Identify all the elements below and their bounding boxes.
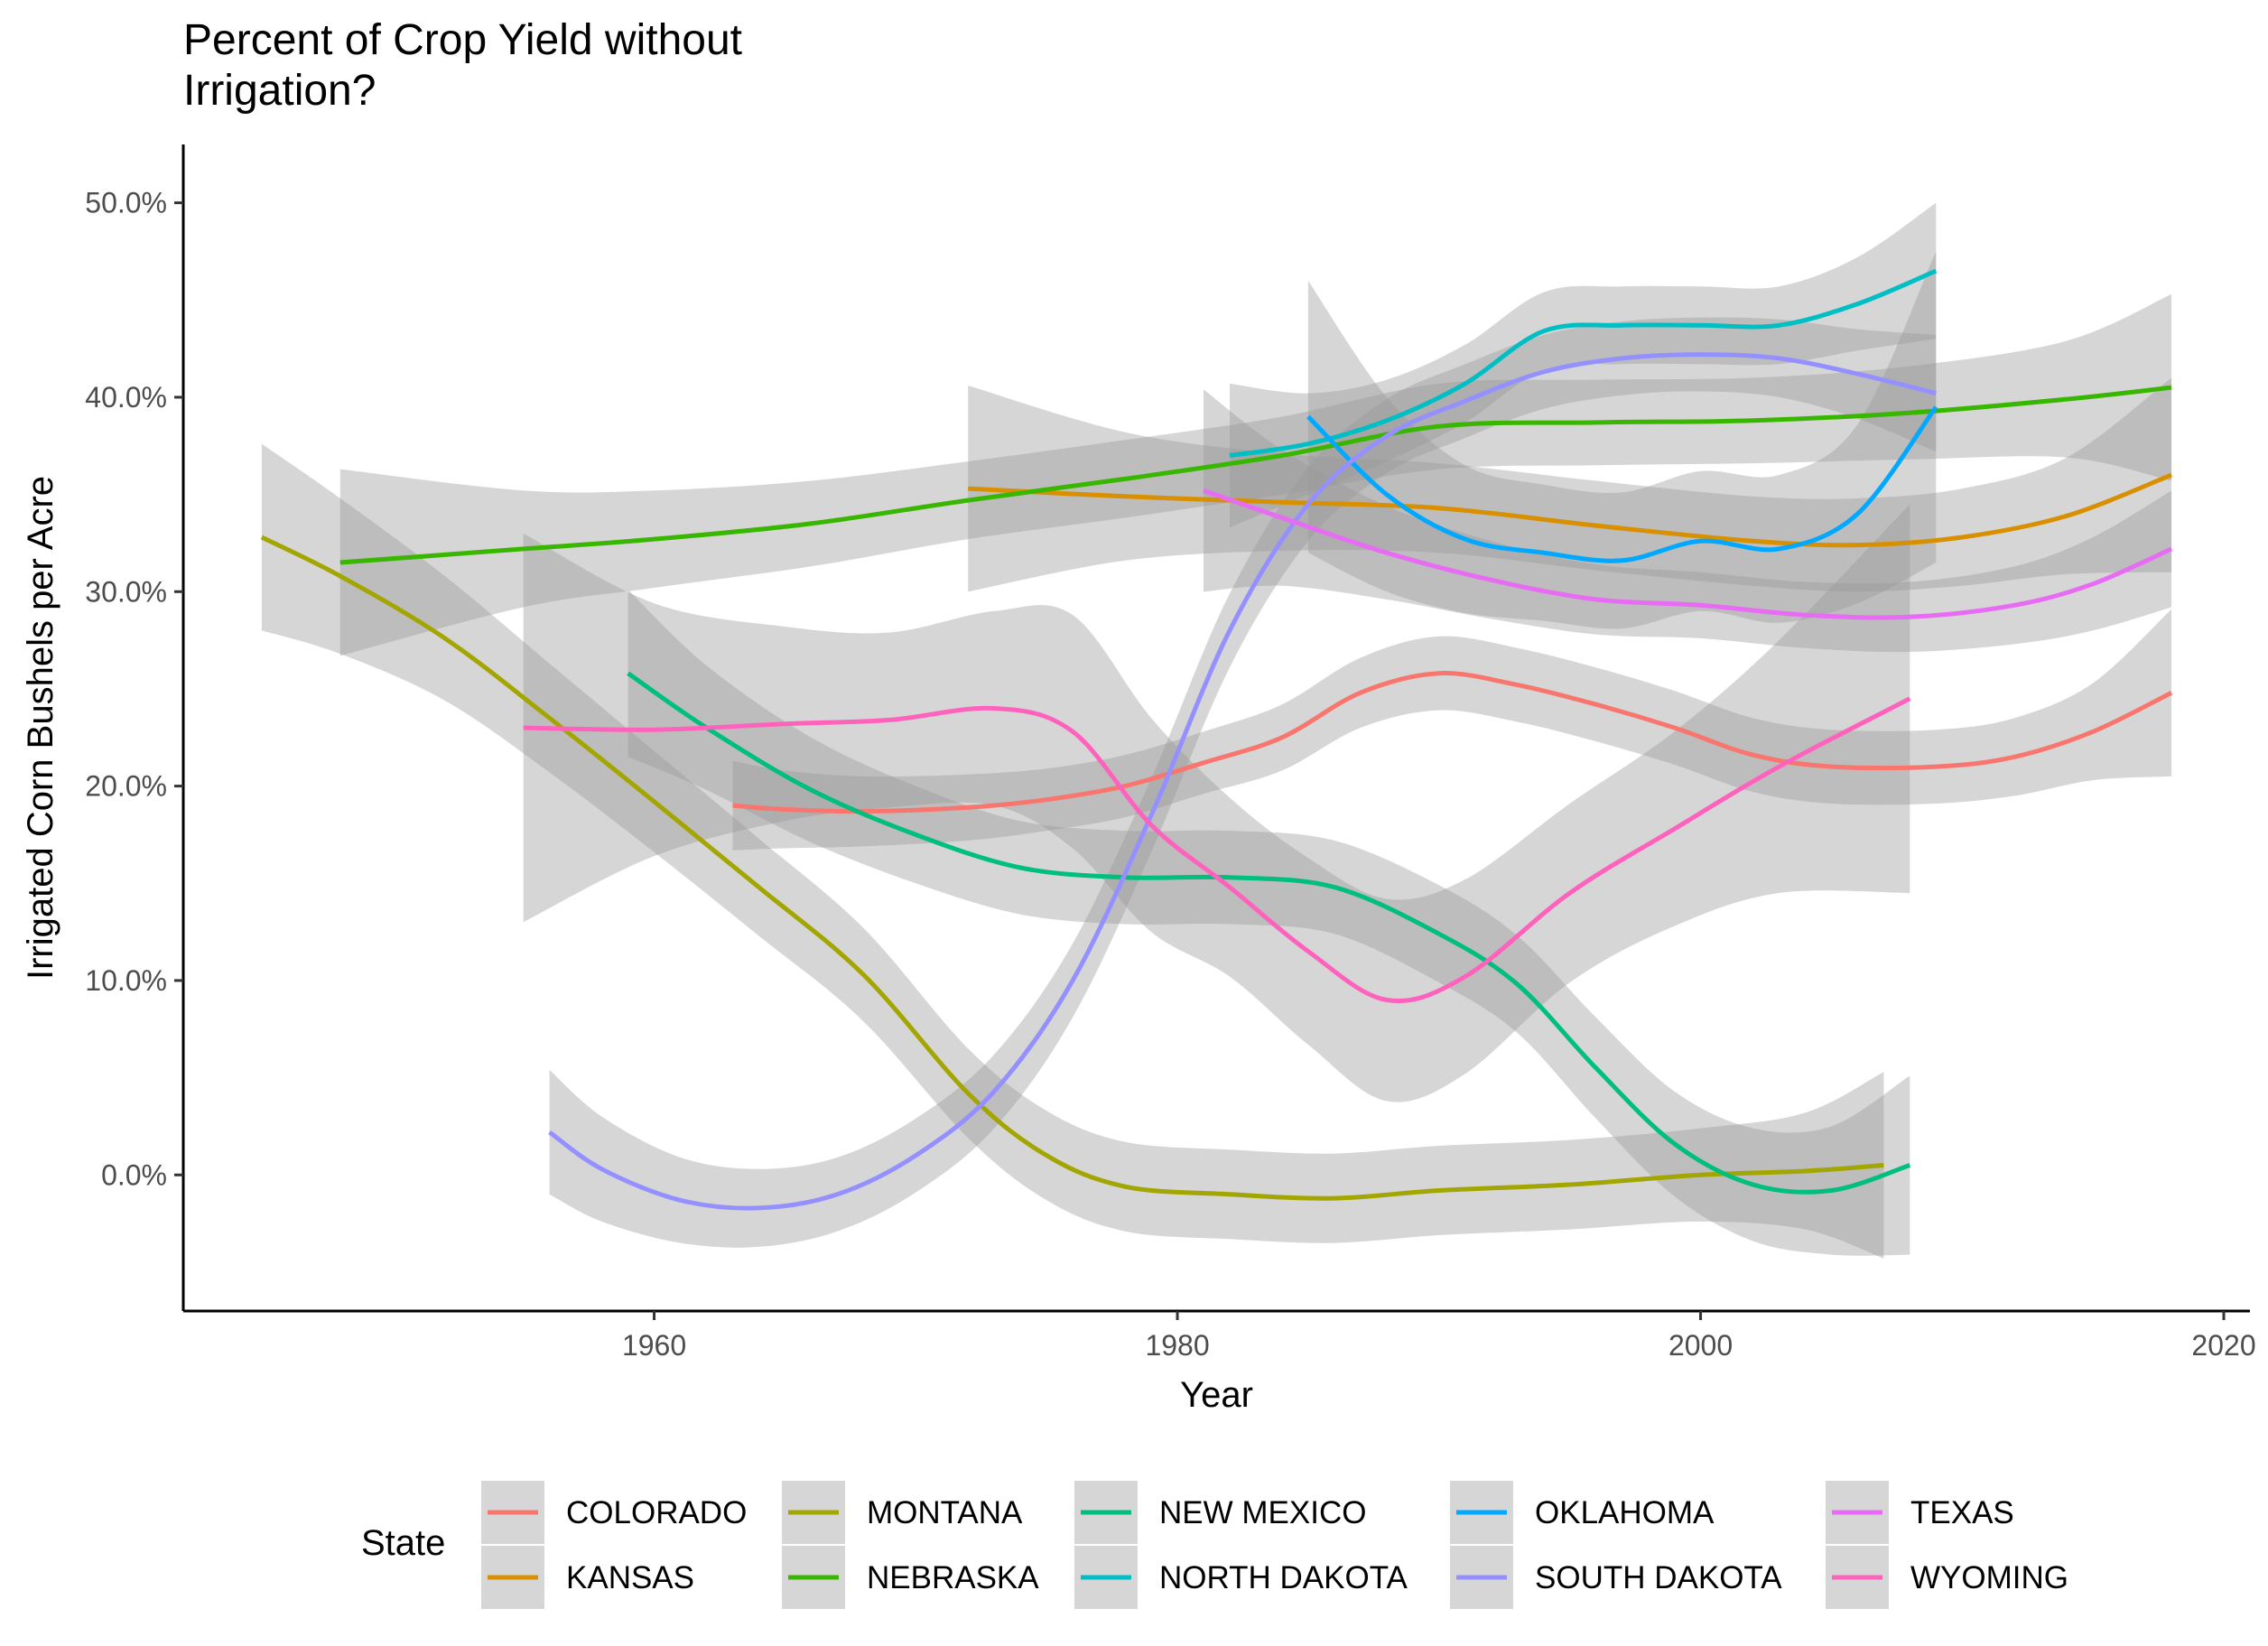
y-axis-label: Irrigated Corn Bushels per Acre [21, 476, 60, 980]
chart-title-text: Percent of Crop Yield without Irrigation? [183, 16, 742, 115]
legend-item-nebraska: NEBRASKA [782, 1546, 1039, 1609]
confidence-band-texas [1204, 389, 2172, 653]
y-tick-label: 30.0% [85, 575, 167, 608]
series-lines [260, 268, 2173, 1211]
legend-item-new-mexico: NEW MEXICO [1074, 1481, 1366, 1544]
x-axis-ticks: 1960 1980 2000 2020 [622, 1311, 2256, 1362]
x-axis-label: Year [1180, 1375, 1253, 1415]
legend-label-new-mexico: NEW MEXICO [1159, 1495, 1366, 1530]
series-line-texas [1203, 488, 2173, 620]
legend-item-south-dakota: SOUTH DAKOTA [1450, 1546, 1782, 1609]
legend-label-south-dakota: SOUTH DAKOTA [1535, 1560, 1782, 1595]
series-line-new-mexico [627, 671, 1911, 1195]
legend-label-colorado: COLORADO [566, 1495, 747, 1530]
y-axis-ticks: 0.0% 10.0% 20.0% 30.0% 40.0% 50.0% [85, 187, 183, 1191]
y-tick-label: 40.0% [85, 381, 167, 414]
confidence-bands [261, 202, 2172, 1259]
x-tick-label: 2020 [2191, 1329, 2255, 1362]
series-line-montana [260, 535, 1884, 1201]
legend-item-texas: TEXAS [1826, 1481, 2014, 1544]
series-line-kansas [968, 472, 2173, 548]
confidence-band-north-dakota [1230, 202, 1937, 528]
axes: 1960 1980 2000 2020 0.0% 10.0% 20.0% 30.0% 40.0… [21, 144, 2256, 1415]
legend-item-oklahoma: OKLAHOMA [1450, 1481, 1715, 1544]
confidence-band-kansas [968, 377, 2172, 592]
x-tick-label: 1960 [622, 1329, 686, 1362]
y-tick-label: 10.0% [85, 964, 167, 997]
legend-item-colorado: COLORADO [481, 1481, 747, 1544]
series-line-north-dakota [1229, 268, 1938, 458]
series-line-south-dakota [548, 352, 1937, 1211]
confidence-band-nebraska [339, 293, 2172, 656]
legend-label-north-dakota: NORTH DAKOTA [1159, 1560, 1408, 1595]
legend-item-north-dakota: NORTH DAKOTA [1074, 1546, 1408, 1609]
legend-item-wyoming: WYOMING [1826, 1546, 2068, 1609]
legend-label-montana: MONTANA [867, 1495, 1023, 1530]
y-tick-label: 20.0% [85, 770, 167, 803]
series-line-oklahoma [1306, 405, 1938, 563]
series-line-wyoming [523, 696, 1911, 1003]
legend-label-texas: TEXAS [1910, 1495, 2014, 1530]
y-tick-label: 50.0% [85, 187, 167, 219]
confidence-band-montana [261, 443, 1884, 1259]
legend-title: State [361, 1523, 445, 1563]
series-line-colorado [732, 671, 2173, 814]
legend-label-wyoming: WYOMING [1910, 1560, 2068, 1595]
legend-label-nebraska: NEBRASKA [867, 1560, 1039, 1595]
legend-item-kansas: KANSAS [481, 1546, 694, 1609]
legend: State COLORADO KANSAS MONTANA NEBRASKA NEW M… [361, 1481, 2068, 1609]
chart-title: Percent of Crop Yield without Irrigation? [183, 16, 742, 115]
legend-label-oklahoma: OKLAHOMA [1535, 1495, 1715, 1530]
series-line-nebraska [339, 385, 2172, 565]
legend-label-kansas: KANSAS [566, 1560, 694, 1595]
y-tick-label: 0.0% [101, 1158, 167, 1191]
confidence-band-oklahoma [1307, 251, 1937, 629]
confidence-band-wyoming [523, 504, 1910, 1102]
x-tick-label: 1980 [1145, 1329, 1209, 1362]
legend-item-montana: MONTANA [782, 1481, 1023, 1544]
confidence-band-colorado [732, 609, 2172, 851]
x-tick-label: 2000 [1668, 1329, 1733, 1362]
